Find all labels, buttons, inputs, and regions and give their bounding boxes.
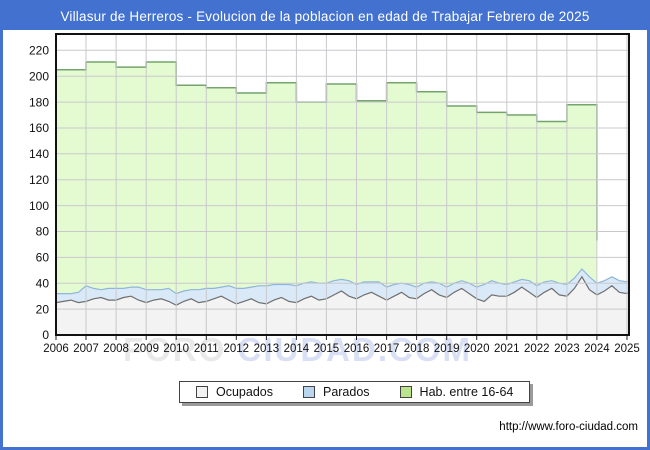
svg-text:2016: 2016 [344,343,370,355]
svg-text:220: 220 [29,44,49,58]
svg-text:80: 80 [36,225,50,239]
legend-item-parados: Parados [302,385,370,399]
svg-text:120: 120 [29,173,49,187]
svg-text:2006: 2006 [43,343,69,355]
ocupados-area [55,275,630,335]
legend-item-habitantes: Hab. entre 16-64 [399,385,514,399]
svg-text:2025: 2025 [614,343,640,355]
chart-title-bar: Villasur de Herreros - Evolucion de la p… [3,3,647,30]
svg-text:2020: 2020 [464,343,490,355]
svg-text:2018: 2018 [404,343,430,355]
x-axis-labels: 2006 2007 2008 2009 2010 2011 2012 2013 2014 2015… [43,343,640,355]
svg-text:2015: 2015 [314,343,340,355]
habitantes-swatch-icon [399,386,412,398]
svg-text:0: 0 [42,328,49,342]
svg-text:20: 20 [36,302,50,316]
svg-text:40: 40 [36,276,50,290]
svg-text:140: 140 [29,147,49,161]
legend-label-habitantes: Hab. entre 16-64 [419,385,514,399]
svg-text:2021: 2021 [494,343,520,355]
ocupados-swatch-icon [196,386,208,398]
svg-text:2011: 2011 [194,343,219,355]
svg-text:100: 100 [29,199,49,213]
svg-text:2019: 2019 [434,343,460,355]
svg-text:2007: 2007 [73,343,99,355]
legend-label-ocupados: Ocupados [216,385,273,399]
svg-text:2008: 2008 [103,343,129,355]
chart-area: FORO CIUDAD.COM 0 20 40 60 80 100 120 140 160 180… [3,30,647,447]
legend-label-parados: Parados [322,385,370,399]
svg-text:2017: 2017 [374,343,400,355]
svg-text:2009: 2009 [133,343,159,355]
svg-text:2012: 2012 [224,343,250,355]
svg-text:2024: 2024 [584,343,610,355]
svg-text:2023: 2023 [554,343,580,355]
plot-border [55,33,630,336]
svg-text:2014: 2014 [284,343,310,355]
svg-text:160: 160 [29,121,49,135]
chart-legend: Ocupados Parados Hab. entre 16-64 [179,381,531,403]
foro-ciudad-link[interactable]: http://www.foro-ciudad.com [499,421,638,433]
y-axis-labels: 0 20 40 60 80 100 120 140 160 180 200 220 [29,44,49,343]
svg-text:2022: 2022 [524,343,550,355]
svg-text:180: 180 [29,95,49,109]
svg-text:2010: 2010 [163,343,189,355]
svg-text:200: 200 [29,69,49,83]
legend-item-ocupados: Ocupados [196,385,273,399]
svg-text:60: 60 [36,251,50,265]
gridlines [56,34,629,335]
parados-swatch-icon [302,386,315,398]
axis-ticks [55,336,628,340]
svg-text:2013: 2013 [254,343,280,355]
